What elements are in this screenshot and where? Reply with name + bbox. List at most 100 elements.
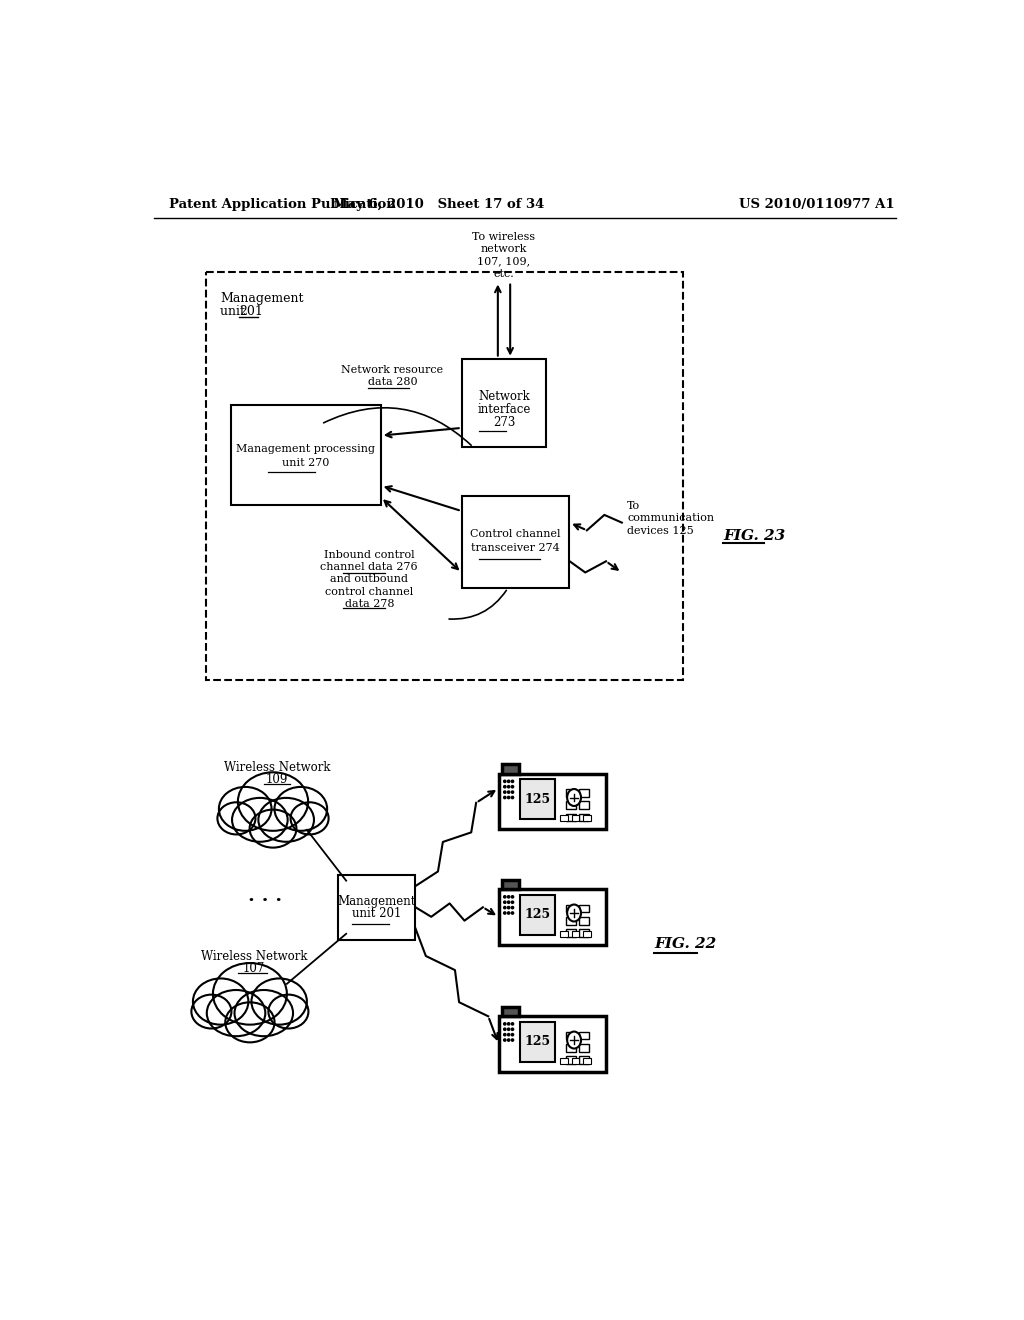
Text: transceiver 274: transceiver 274 <box>471 543 560 553</box>
Bar <box>566 789 575 797</box>
Circle shape <box>511 796 514 799</box>
Bar <box>560 931 568 937</box>
Bar <box>580 904 589 912</box>
Circle shape <box>508 907 510 908</box>
Bar <box>580 801 589 809</box>
Bar <box>566 813 575 821</box>
Bar <box>566 1056 575 1064</box>
Circle shape <box>508 796 510 799</box>
FancyArrowPatch shape <box>324 408 471 445</box>
Bar <box>339 874 416 940</box>
Ellipse shape <box>268 995 308 1028</box>
Bar <box>584 1057 591 1064</box>
Bar <box>499 774 606 829</box>
Text: 125: 125 <box>524 1035 551 1048</box>
Ellipse shape <box>250 809 296 847</box>
Bar <box>580 813 589 821</box>
Circle shape <box>504 1028 506 1031</box>
Bar <box>571 931 580 937</box>
Ellipse shape <box>252 978 307 1024</box>
Circle shape <box>504 785 506 788</box>
Bar <box>560 816 568 821</box>
Text: 201: 201 <box>240 305 263 318</box>
Bar <box>566 917 575 924</box>
Text: To wireless: To wireless <box>472 231 536 242</box>
Bar <box>520 1022 555 1061</box>
Text: unit: unit <box>220 305 249 318</box>
Ellipse shape <box>291 803 329 834</box>
Text: 109: 109 <box>265 774 288 785</box>
Circle shape <box>508 1039 510 1041</box>
Ellipse shape <box>238 772 308 830</box>
Ellipse shape <box>225 1002 274 1043</box>
Text: To: To <box>628 502 640 511</box>
Text: etc.: etc. <box>494 268 514 279</box>
Text: data 278: data 278 <box>344 599 394 609</box>
Bar <box>571 816 580 821</box>
Ellipse shape <box>274 787 327 830</box>
Circle shape <box>511 907 514 908</box>
Text: FIG. 23: FIG. 23 <box>724 529 785 543</box>
Text: Wireless Network: Wireless Network <box>223 760 330 774</box>
Bar <box>580 917 589 924</box>
Text: May 6, 2010   Sheet 17 of 34: May 6, 2010 Sheet 17 of 34 <box>333 198 544 211</box>
Bar <box>503 880 519 890</box>
Ellipse shape <box>213 964 287 1024</box>
Circle shape <box>508 785 510 788</box>
Circle shape <box>504 791 506 793</box>
Bar <box>560 1057 568 1064</box>
Circle shape <box>511 785 514 788</box>
Circle shape <box>508 780 510 783</box>
Text: unit 201: unit 201 <box>220 305 272 318</box>
Text: Network resource: Network resource <box>341 364 443 375</box>
Text: 125: 125 <box>524 908 551 921</box>
Bar <box>566 801 575 809</box>
Bar <box>566 904 575 912</box>
Bar <box>566 929 575 937</box>
Ellipse shape <box>567 1032 581 1048</box>
Text: and outbound: and outbound <box>331 574 409 585</box>
Circle shape <box>504 1039 506 1041</box>
Text: Management: Management <box>220 292 303 305</box>
Circle shape <box>511 1028 514 1031</box>
Bar <box>499 1016 606 1072</box>
FancyArrowPatch shape <box>450 590 506 619</box>
Text: control channel: control channel <box>326 586 414 597</box>
Circle shape <box>504 1023 506 1026</box>
Text: unit 201: unit 201 <box>352 907 401 920</box>
Text: devices 125: devices 125 <box>628 525 694 536</box>
Circle shape <box>508 912 510 915</box>
Circle shape <box>511 896 514 898</box>
Ellipse shape <box>567 904 581 921</box>
Bar <box>503 764 519 774</box>
Bar <box>580 789 589 797</box>
Bar <box>503 1007 519 1016</box>
Bar <box>580 1056 589 1064</box>
Circle shape <box>511 1023 514 1026</box>
Text: data 280: data 280 <box>368 378 417 387</box>
Ellipse shape <box>567 789 581 807</box>
Circle shape <box>508 902 510 903</box>
Bar <box>584 931 591 937</box>
Text: 107, 109,: 107, 109, <box>477 256 530 267</box>
Ellipse shape <box>207 990 265 1036</box>
Circle shape <box>511 1039 514 1041</box>
Bar <box>571 1057 580 1064</box>
Circle shape <box>504 1034 506 1036</box>
Circle shape <box>504 912 506 915</box>
Text: FIG. 22: FIG. 22 <box>654 937 717 950</box>
Bar <box>206 272 683 681</box>
Bar <box>520 895 555 935</box>
Text: Management processing: Management processing <box>237 444 375 454</box>
Ellipse shape <box>193 978 249 1024</box>
Circle shape <box>508 791 510 793</box>
Circle shape <box>504 896 506 898</box>
Text: network: network <box>480 244 527 253</box>
Text: 273: 273 <box>493 416 515 429</box>
Circle shape <box>504 907 506 908</box>
Text: 107: 107 <box>243 962 265 975</box>
Bar <box>499 890 606 945</box>
Text: Patent Application Publication: Patent Application Publication <box>169 198 396 211</box>
Circle shape <box>511 780 514 783</box>
Circle shape <box>508 1028 510 1031</box>
